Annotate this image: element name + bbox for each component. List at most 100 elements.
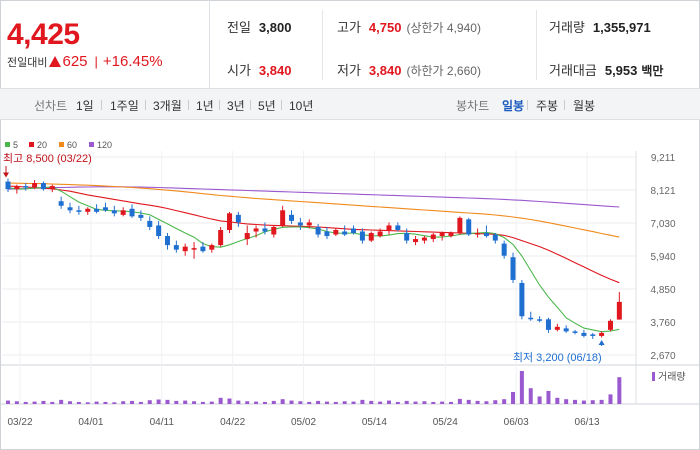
candle-body xyxy=(386,225,392,230)
change-row: 전일대비 625 | +16.45% xyxy=(7,53,163,70)
candle-body xyxy=(501,243,507,256)
stat-label: 거래대금 xyxy=(549,63,597,78)
volume-bar xyxy=(546,390,551,404)
candle-body xyxy=(191,248,197,250)
volume-bar xyxy=(298,401,303,404)
volume-bar xyxy=(564,399,569,404)
stat-label: 저가 xyxy=(337,63,361,78)
candle-body xyxy=(545,319,551,330)
candle-body xyxy=(466,219,472,235)
x-tick-label: 04/22 xyxy=(220,417,245,428)
candlestick-chart[interactable]: 9,211 8,121 7,030 5,940 4,850 3,760 2,670 03/22… xyxy=(0,121,700,450)
volume-bar xyxy=(307,401,312,404)
volume-bar xyxy=(493,400,498,404)
volume-legend-swatch xyxy=(652,372,655,381)
stat-value: 3,840 xyxy=(368,63,402,78)
stats-panel: 전일 3,800 시가 3,840 고가 4,750 (상한가 4,940) 저… xyxy=(211,0,700,88)
volume-bar xyxy=(528,388,533,404)
volume-bar xyxy=(192,401,197,404)
candle-body xyxy=(368,233,374,241)
tab-3m[interactable]: 3개월 xyxy=(153,99,182,113)
volume-bar xyxy=(103,401,108,404)
tab-10y[interactable]: 10년 xyxy=(289,99,314,113)
candle-body xyxy=(271,226,277,235)
divider xyxy=(188,100,189,110)
x-tick-label: 06/13 xyxy=(575,417,600,428)
chart-area[interactable]: 9,211 8,121 7,030 5,940 4,850 3,760 2,670 03/22… xyxy=(0,121,700,450)
min-price-annotation: 최저 3,200 (06/18) xyxy=(513,351,602,364)
volume-bar xyxy=(324,401,329,404)
divider xyxy=(219,100,220,110)
volume-bar xyxy=(466,399,471,404)
candle-body xyxy=(351,228,357,234)
candle-body xyxy=(111,210,117,214)
divider xyxy=(527,100,528,110)
candle-body xyxy=(200,246,206,252)
candle-body xyxy=(537,319,543,321)
volume-bar xyxy=(342,401,347,404)
divider xyxy=(250,100,251,110)
tab-5y[interactable]: 5년 xyxy=(258,99,276,113)
candle-body xyxy=(58,201,64,206)
y-tick-label: 2,670 xyxy=(650,351,675,362)
candle-body xyxy=(85,208,91,212)
candle-body xyxy=(607,320,613,330)
candle-body xyxy=(147,220,153,227)
candle-body xyxy=(616,301,622,320)
stat-value: 1,355,971 xyxy=(592,20,651,35)
volume-bar xyxy=(608,394,613,404)
stat-sub: (상한가 4,940) xyxy=(406,21,481,35)
x-tick-label: 03/22 xyxy=(7,417,32,428)
volume-bar xyxy=(85,402,90,404)
candle-body xyxy=(448,233,454,237)
volume-bar xyxy=(41,400,46,404)
candle-body xyxy=(227,213,232,230)
y-tick-label: 9,211 xyxy=(651,153,676,164)
separator: | xyxy=(94,54,98,69)
tab-weekly[interactable]: 주봉 xyxy=(536,99,559,113)
volume-bar xyxy=(32,401,37,404)
y-tick-label: 5,940 xyxy=(650,252,675,263)
volume-bar xyxy=(590,400,595,404)
tab-monthly[interactable]: 월봉 xyxy=(573,99,596,113)
volume-bar xyxy=(174,400,179,404)
stat-value: 4,750 xyxy=(368,20,402,35)
tab-1y[interactable]: 1년 xyxy=(196,99,214,113)
tab-3y[interactable]: 3년 xyxy=(227,99,245,113)
y-tick-label: 8,121 xyxy=(650,186,675,197)
candle-chart-label: 봉차트 xyxy=(456,99,490,113)
legend-swatch xyxy=(5,142,10,147)
candle-body xyxy=(333,229,339,235)
volume-bar xyxy=(262,401,267,404)
volume-bar xyxy=(147,400,152,404)
divider xyxy=(0,88,700,89)
volume-bar xyxy=(316,400,321,404)
candle-body xyxy=(280,210,286,226)
x-tick-label: 05/24 xyxy=(433,417,458,428)
stat-high: 고가 4,750 (상한가 4,940) xyxy=(337,17,481,36)
volume-bar xyxy=(573,399,578,404)
candle-body xyxy=(32,183,38,188)
tab-1d[interactable]: 1일 xyxy=(76,99,94,113)
chart-toolbar: 선차트 1일 1주일 3개월 1년 3년 5년 10년 봉차트 일봉 주봉 월봉 xyxy=(0,89,700,120)
up-triangle-icon xyxy=(49,56,62,67)
candle-body xyxy=(235,214,241,223)
divider xyxy=(101,100,102,110)
candle-body xyxy=(67,207,73,211)
volume-bar xyxy=(271,400,276,404)
y-tick-label: 4,850 xyxy=(650,285,675,296)
candle-body xyxy=(164,236,170,246)
volume-bar xyxy=(209,401,214,404)
tab-daily[interactable]: 일봉 xyxy=(502,99,525,113)
stat-value: 5,953 xyxy=(604,63,638,78)
tab-1w[interactable]: 1주일 xyxy=(110,99,139,113)
stat-low: 저가 3,840 (하한가 2,660) xyxy=(337,60,481,79)
x-tick-label: 04/11 xyxy=(150,417,175,428)
volume-bar xyxy=(581,400,586,404)
candle-body xyxy=(492,234,498,241)
candle-body xyxy=(324,231,330,237)
volume-bar xyxy=(254,401,259,404)
divider xyxy=(281,100,282,110)
volume-bar xyxy=(395,401,400,404)
candle-body xyxy=(483,233,489,237)
